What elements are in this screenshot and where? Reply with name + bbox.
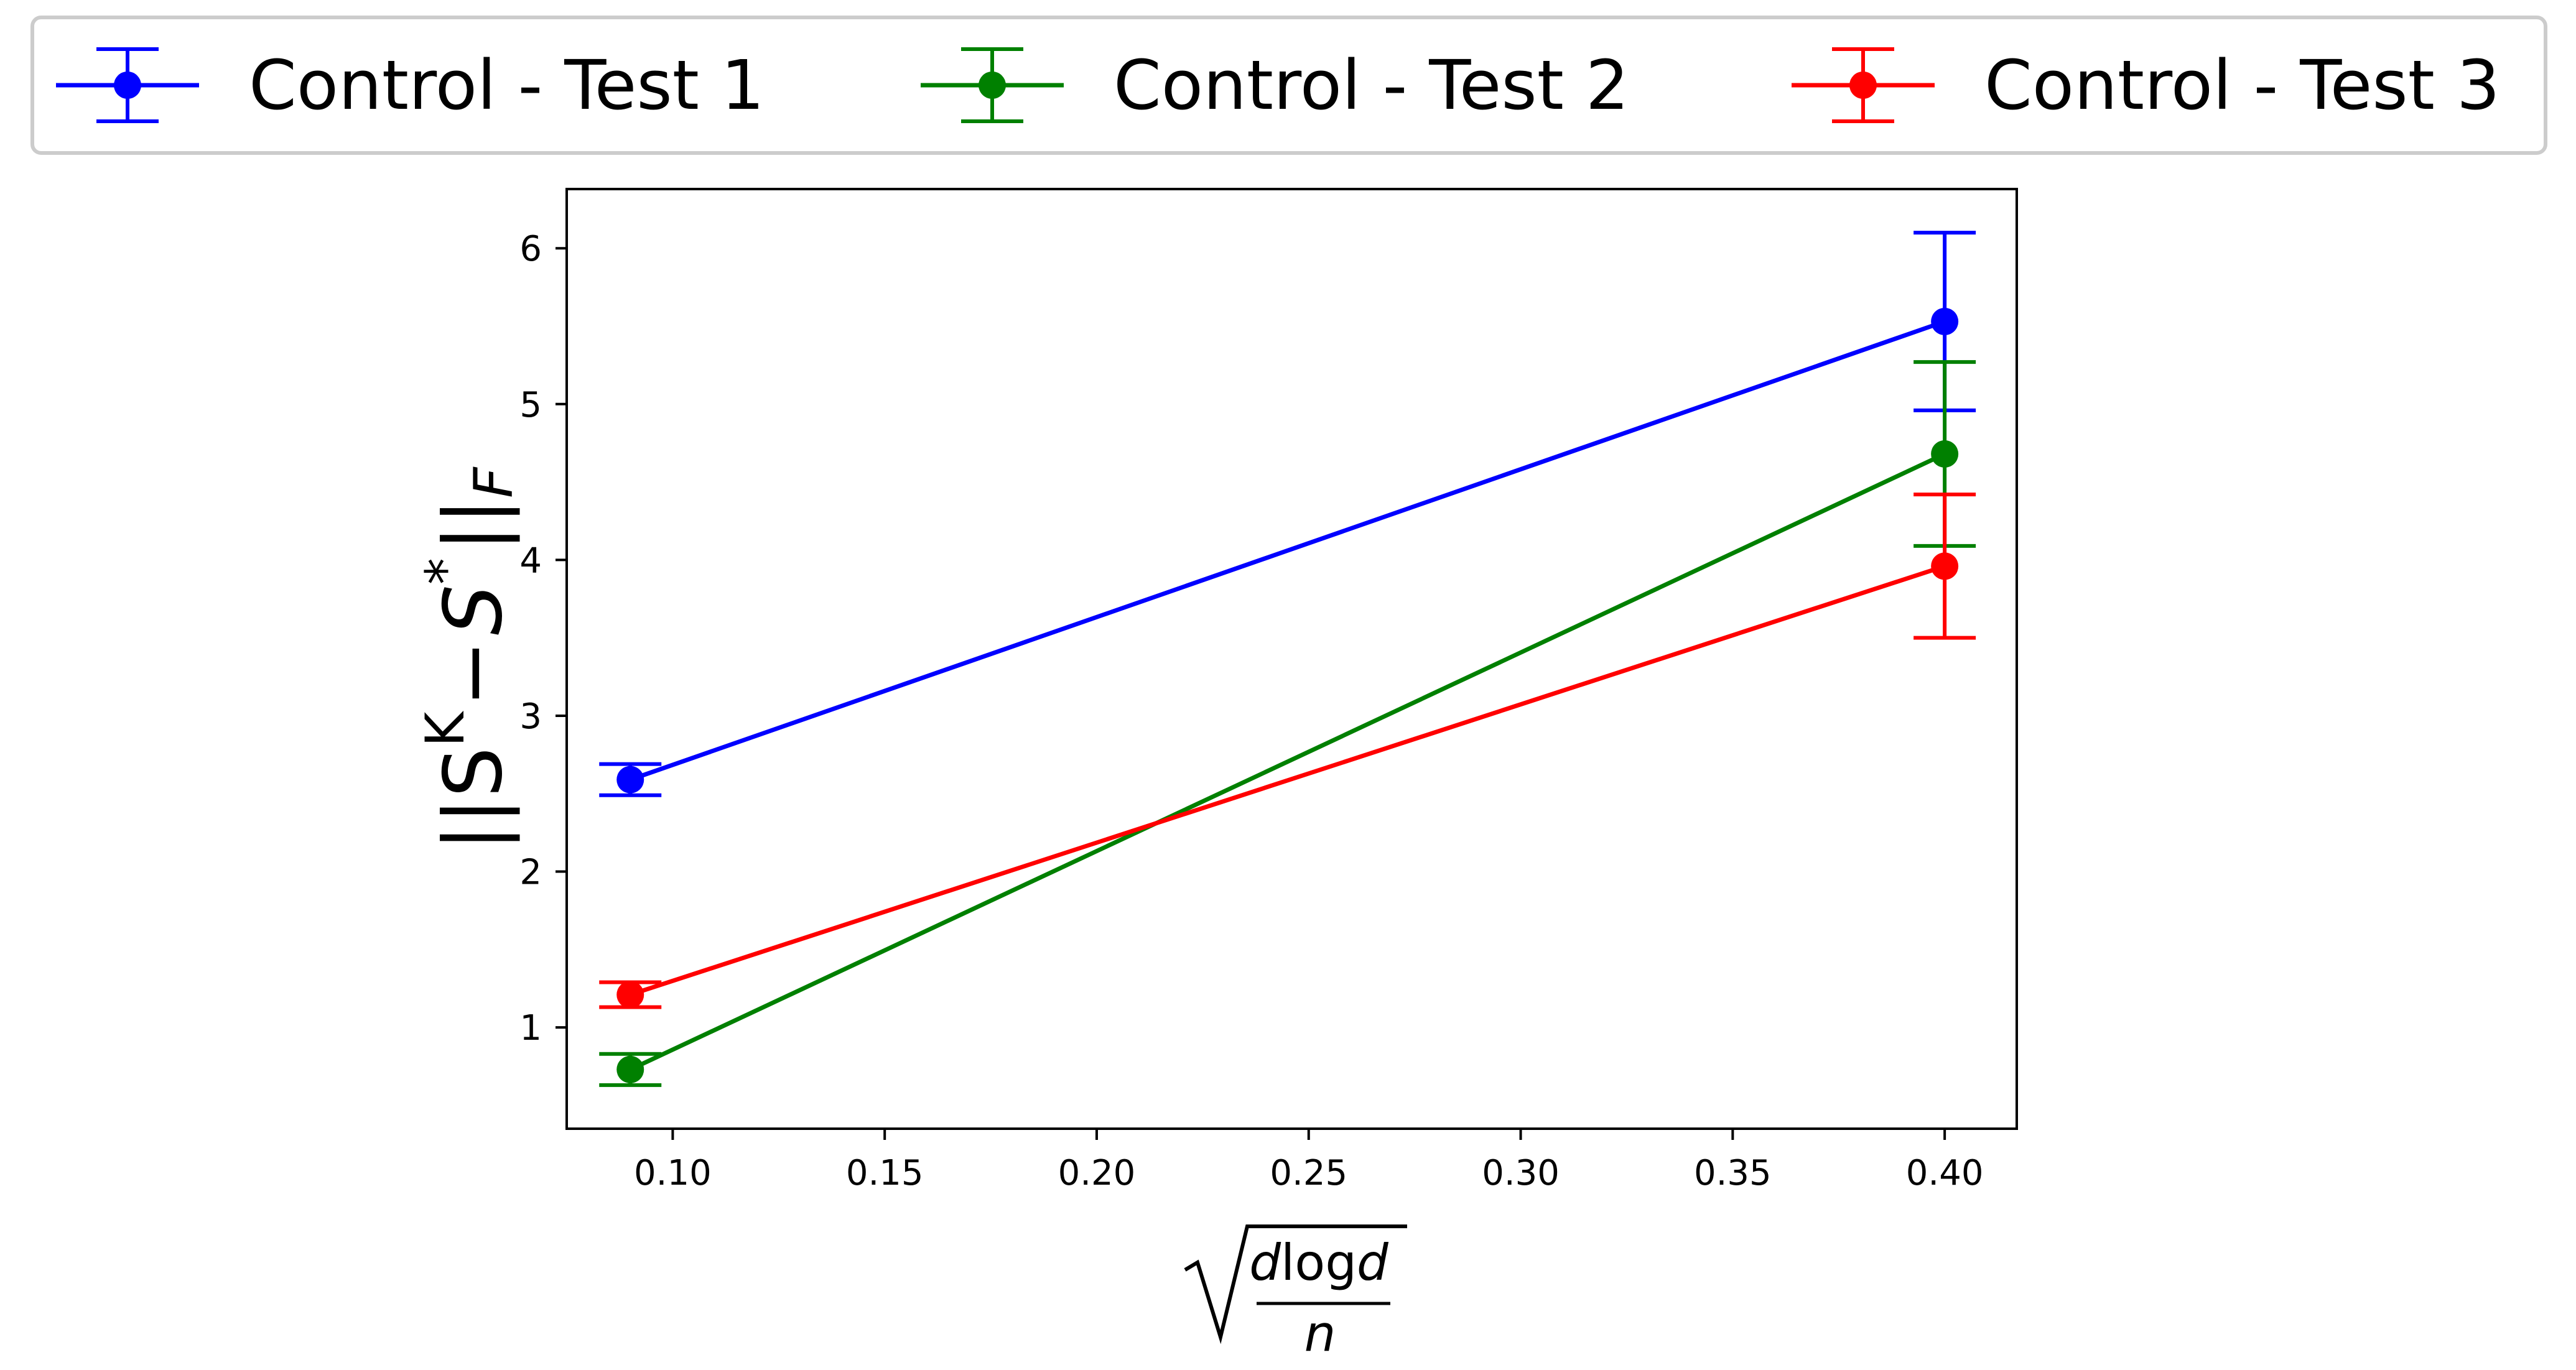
x-tick-label: 0.10 [634,1153,712,1193]
legend-frame [30,16,2547,155]
series-layer [599,231,1976,1087]
series-line [629,451,1946,1071]
y-axis-label: ||SK −S* ||F [414,466,525,851]
legend: Control - Test 1 Control - Test 2 Control … [30,16,2547,155]
data-point [1931,440,1959,468]
ylabel-sub: F [463,466,525,498]
legend-entry-3: Control - Test 3 [1792,45,2500,125]
legend-marker [114,72,141,99]
y-tick-label: 3 [519,697,542,737]
x-tick-label: 0.15 [846,1153,924,1193]
data-point [616,1055,644,1083]
data-point [1931,307,1959,335]
series-3 [599,493,1976,1009]
data-point [1931,552,1959,580]
legend-label: Control - Test 2 [1114,45,1629,125]
series-1 [599,231,1976,797]
ylabel-sup: K [414,710,477,747]
ylabel-s: S [427,585,520,635]
ylabel-close: || [427,498,520,552]
x-axis-label: dlogd n [1184,1224,1407,1363]
ylabel-open: ||S [427,747,520,851]
x-tick-label: 0.20 [1058,1153,1136,1193]
ylabel-minus: − [427,640,520,706]
y-tick-label: 1 [519,1008,542,1048]
legend-label: Control - Test 3 [1984,45,2500,125]
series-line [630,319,1946,782]
legend-marker [1849,72,1877,99]
x-axis: 0.10 0.15 0.20 0.25 0.30 0.35 0.40 [634,1129,1983,1193]
ylabel-star: * [414,558,477,585]
legend-entry-2: Control - Test 2 [921,45,1629,125]
legend-label: Control - Test 1 [249,45,765,125]
legend-entry-1: Control - Test 1 [56,45,765,125]
xlabel-num-d2: d [1357,1234,1389,1292]
x-tick-label: 0.40 [1906,1153,1984,1193]
data-point [616,766,644,794]
y-tick-label: 6 [519,229,542,269]
legend-marker [979,72,1006,99]
series-line [630,564,1946,997]
x-tick-label: 0.30 [1482,1153,1560,1193]
data-point [616,981,644,1009]
svg-text:||SK−S*||F: ||SK −S* ||F [414,466,525,851]
x-tick-label: 0.35 [1694,1153,1772,1193]
series-2 [599,360,1976,1087]
xlabel-num-d: d [1249,1234,1281,1292]
y-tick-label: 4 [519,540,542,581]
x-tick-label: 0.25 [1270,1153,1347,1193]
y-tick-label: 5 [519,385,542,425]
xlabel-num-log: log [1281,1234,1357,1292]
xlabel-den: n [1304,1305,1336,1363]
y-axis: 1 2 3 4 5 6 [519,229,567,1048]
svg-text:dlogd: dlogd [1249,1234,1389,1292]
plot-area [565,188,2018,1130]
sqrt-sign [1184,1224,1407,1345]
y-tick-label: 2 [519,853,542,893]
